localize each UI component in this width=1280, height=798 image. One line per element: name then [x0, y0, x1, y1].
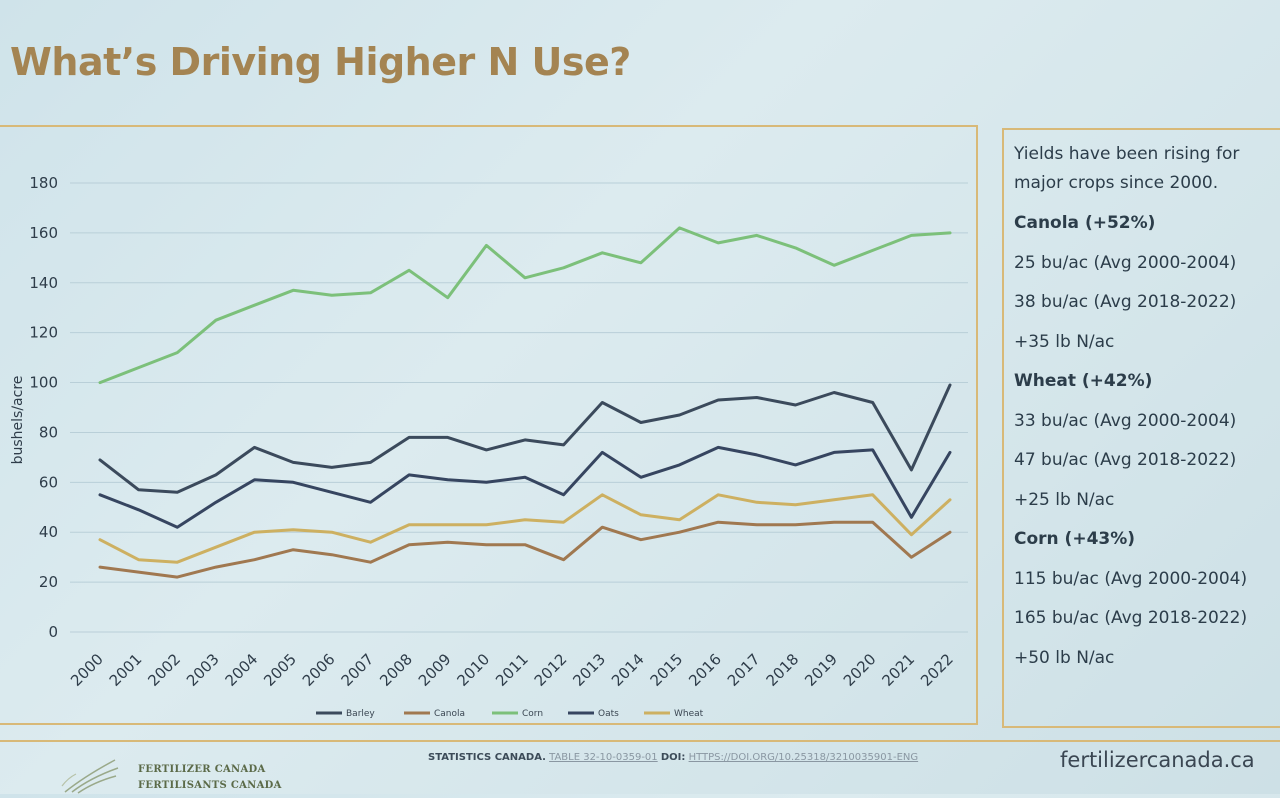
- canola-late-avg: 38 bu/ac (Avg 2018-2022): [1014, 292, 1237, 312]
- legend-label-canola: Canola: [434, 709, 465, 719]
- x-tick-label: 2010: [453, 650, 493, 690]
- canola-early-avg: 25 bu/ac (Avg 2000-2004): [1014, 252, 1237, 273]
- wheat-header: Wheat (+42%): [1014, 371, 1153, 391]
- panel-intro: Yields have been rising for major crops …: [1014, 140, 1280, 198]
- x-tick-label: 2009: [415, 650, 455, 690]
- x-tick-label: 2003: [183, 650, 223, 690]
- x-tick-label: 2000: [67, 650, 107, 690]
- doi-link[interactable]: HTTPS://DOI.ORG/10.25318/3210035901-ENG: [688, 752, 919, 763]
- series-line-corn: [98, 226, 952, 385]
- fertilizer-canada-logo: FERTILIZER CANADA FERTILISANTS CANADA: [60, 756, 290, 794]
- x-tick-label: 2004: [222, 650, 262, 690]
- x-tick-label: 2011: [492, 650, 532, 690]
- source-prefix: STATISTICS CANADA.: [428, 752, 546, 763]
- x-tick-label: 2006: [299, 650, 339, 690]
- x-tick-label: 2014: [608, 650, 648, 690]
- panel-intro-line-2: major crops since 2000.: [1014, 173, 1219, 193]
- x-tick-label: 2018: [763, 650, 803, 690]
- x-tick-label: 2017: [724, 650, 764, 690]
- footer-divider: [0, 740, 1280, 742]
- x-tick-label: 2013: [569, 650, 609, 690]
- y-axis-title: bushels/acre: [10, 376, 26, 465]
- x-tick-label: 2020: [840, 650, 880, 690]
- source-table-link[interactable]: TABLE 32-10-0359-01: [549, 752, 658, 763]
- panel-intro-line-1: Yields have been rising for: [1014, 144, 1240, 164]
- x-tick-label: 2008: [376, 650, 416, 690]
- y-tick-label: 20: [39, 573, 58, 591]
- logo-text-fr: FERTILISANTS CANADA: [138, 780, 282, 791]
- legend-label-barley: Barley: [346, 709, 375, 719]
- x-tick-label: 2022: [917, 650, 957, 690]
- y-tick-label: 160: [29, 224, 58, 242]
- y-tick-label: 60: [39, 473, 58, 491]
- y-tick-label: 0: [48, 623, 58, 641]
- doi-label: DOI:: [660, 752, 686, 763]
- website-url: fertilizercanada.ca: [1060, 748, 1255, 772]
- y-tick-label: 80: [39, 423, 58, 441]
- canola-n-change: +35 lb N/ac: [1014, 331, 1115, 352]
- slide-title: What’s Driving Higher N Use?: [10, 40, 631, 84]
- x-tick-label: 2015: [647, 650, 687, 690]
- series-line-wheat: [98, 493, 952, 564]
- x-tick-label: 2016: [685, 650, 725, 690]
- corn-n-change: +50 lb N/ac: [1014, 647, 1115, 668]
- wheat-late-avg: 47 bu/ac (Avg 2018-2022): [1014, 450, 1237, 470]
- corn-header: Corn (+43%): [1014, 529, 1136, 549]
- chart-frame: [0, 125, 978, 725]
- legend-label-wheat: Wheat: [674, 709, 704, 719]
- series-line-barley: [98, 383, 952, 494]
- x-tick-label: 2002: [144, 650, 184, 690]
- series-line-canola: [98, 520, 952, 579]
- wheat-early-avg: 33 bu/ac (Avg 2000-2004): [1014, 410, 1237, 431]
- x-tick-label: 2005: [260, 650, 300, 690]
- x-tick-label: 2021: [878, 650, 918, 690]
- canola-header: Canola (+52%): [1014, 213, 1156, 233]
- x-tick-label: 2012: [531, 650, 571, 690]
- wheat-stalk-icon: [61, 759, 119, 794]
- x-tick-label: 2001: [106, 650, 146, 690]
- corn-late-avg: 165 bu/ac (Avg 2018-2022): [1014, 608, 1248, 628]
- legend-label-oats: Oats: [598, 709, 619, 719]
- y-tick-label: 140: [29, 274, 58, 292]
- legend-label-corn: Corn: [522, 709, 543, 719]
- source-citation: STATISTICS CANADA. TABLE 32-10-0359-01 D…: [428, 752, 918, 763]
- y-tick-label: 180: [29, 174, 58, 192]
- x-tick-label: 2019: [801, 650, 841, 690]
- wheat-n-change: +25 lb N/ac: [1014, 489, 1115, 510]
- logo-text-en: FERTILIZER CANADA: [138, 764, 266, 775]
- y-tick-label: 100: [29, 374, 58, 392]
- corn-early-avg: 115 bu/ac (Avg 2000-2004): [1014, 568, 1248, 589]
- series-line-oats: [98, 445, 952, 529]
- yield-summary-panel: Yields have been rising for major crops …: [1002, 128, 1280, 728]
- y-tick-label: 40: [39, 523, 58, 541]
- y-tick-label: 120: [29, 324, 58, 342]
- x-tick-label: 2007: [338, 650, 378, 690]
